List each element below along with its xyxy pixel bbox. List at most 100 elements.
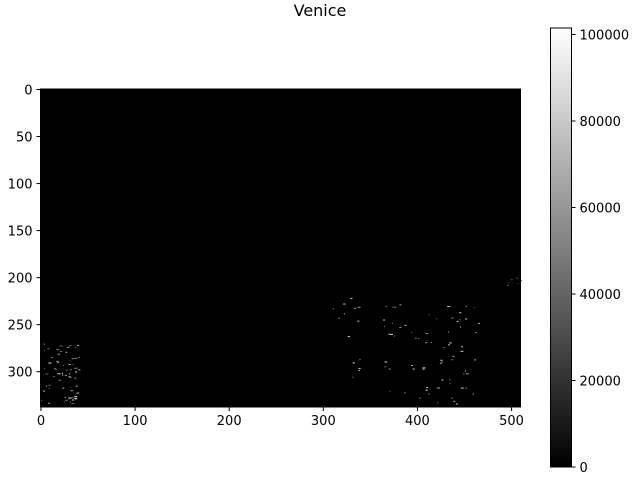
colorbar-tick-label: 80000: [580, 115, 621, 130]
bright-pixel: [385, 305, 388, 307]
bright-pixel: [69, 376, 72, 378]
bright-pixel: [71, 358, 74, 360]
bright-pixel: [45, 373, 49, 375]
bright-pixel: [425, 342, 428, 344]
bright-pixel: [74, 367, 77, 369]
bright-pixel: [74, 377, 77, 379]
bright-pixel: [78, 369, 81, 371]
bright-pixel: [475, 332, 477, 334]
bright-pixel: [439, 362, 442, 364]
bright-pixel: [69, 360, 71, 362]
bright-pixel: [43, 350, 45, 352]
bright-pixel: [62, 387, 65, 389]
bright-pixel: [77, 345, 80, 347]
bright-pixel: [75, 385, 78, 387]
bright-pixel: [508, 281, 510, 283]
bright-pixel: [56, 360, 59, 362]
y-tick-label: 100: [8, 178, 33, 193]
bright-pixel: [449, 379, 451, 381]
bright-pixel: [430, 341, 432, 343]
bright-pixel: [392, 306, 396, 308]
bright-pixel: [459, 312, 462, 314]
bright-pixel: [75, 346, 77, 348]
bright-pixel: [404, 324, 407, 326]
bright-pixel: [61, 372, 63, 374]
bright-pixel: [71, 403, 75, 405]
bright-pixel: [389, 390, 391, 392]
bright-pixel: [63, 364, 65, 366]
bright-pixel: [43, 368, 45, 370]
bright-pixel: [465, 370, 467, 372]
plot-frame: [40, 88, 521, 408]
bright-pixel: [68, 363, 71, 365]
x-axis: 0 100 200 300 400 500: [37, 407, 524, 429]
bright-pixel: [43, 343, 45, 345]
heatmap-image: [40, 89, 521, 407]
colorbar-tick-label: 0: [580, 461, 588, 476]
bright-pixel: [68, 373, 70, 375]
bright-pixel: [451, 359, 454, 361]
bright-pixel: [474, 359, 477, 361]
bright-pixel: [65, 351, 68, 353]
bright-pixel: [67, 346, 70, 348]
bright-pixel: [460, 350, 464, 352]
bright-pixel: [448, 344, 451, 346]
bright-pixel: [422, 367, 426, 369]
bright-pixel: [47, 348, 50, 350]
bright-pixel: [425, 332, 429, 334]
bright-pixel: [412, 368, 415, 370]
bright-pixel: [75, 371, 78, 373]
bright-pixel: [59, 345, 63, 347]
x-tick-label: 400: [405, 414, 430, 429]
bright-pixel: [357, 306, 361, 308]
bright-pixel: [388, 368, 391, 370]
bright-pixel: [64, 375, 67, 377]
colorbar-tick-label: 60000: [580, 201, 621, 216]
bright-pixel: [419, 397, 421, 399]
bright-pixel: [45, 385, 47, 387]
bright-pixel: [57, 373, 61, 375]
bright-pixel: [42, 390, 45, 392]
bright-pixel: [74, 396, 78, 398]
bright-pixel: [352, 376, 354, 378]
bright-pixel: [352, 362, 355, 364]
bright-pixel: [384, 366, 387, 368]
bright-pixel: [426, 387, 429, 389]
bright-pixel: [459, 319, 462, 321]
bright-pixel: [58, 379, 62, 381]
bright-pixel: [50, 357, 53, 359]
bright-pixel: [74, 397, 78, 399]
bright-pixel: [453, 400, 456, 402]
bright-pixel: [68, 397, 72, 399]
bright-pixel: [519, 274, 521, 276]
bright-pixel: [48, 402, 51, 404]
bright-pixel: [69, 369, 72, 371]
bright-pixel: [404, 392, 406, 394]
bright-pixels: [40, 274, 522, 405]
bright-pixel: [383, 325, 385, 327]
bright-pixel: [68, 398, 70, 400]
bright-pixel: [395, 306, 397, 308]
bright-pixel: [450, 317, 454, 319]
bright-pixel: [357, 320, 360, 322]
bright-pixel: [54, 368, 57, 370]
bright-pixel: [443, 346, 445, 348]
bright-pixel: [70, 397, 74, 399]
bright-pixel: [422, 368, 425, 370]
bright-pixel: [455, 403, 458, 405]
y-tick-label: 250: [8, 319, 33, 334]
bright-pixel: [451, 397, 453, 399]
bright-pixel: [477, 323, 480, 325]
bright-pixel: [441, 379, 444, 381]
bright-pixel: [418, 338, 420, 340]
bright-pixel: [391, 322, 393, 324]
bright-pixel: [71, 399, 74, 401]
bright-pixel: [358, 369, 361, 371]
y-axis: 0 50 100 150 200 250 300: [8, 83, 41, 381]
bright-pixel: [516, 277, 519, 279]
bright-pixel: [48, 362, 52, 364]
y-tick-label: 150: [8, 225, 33, 240]
bright-pixel: [338, 317, 340, 319]
plot-area: [40, 88, 522, 408]
bright-pixel: [383, 319, 386, 321]
